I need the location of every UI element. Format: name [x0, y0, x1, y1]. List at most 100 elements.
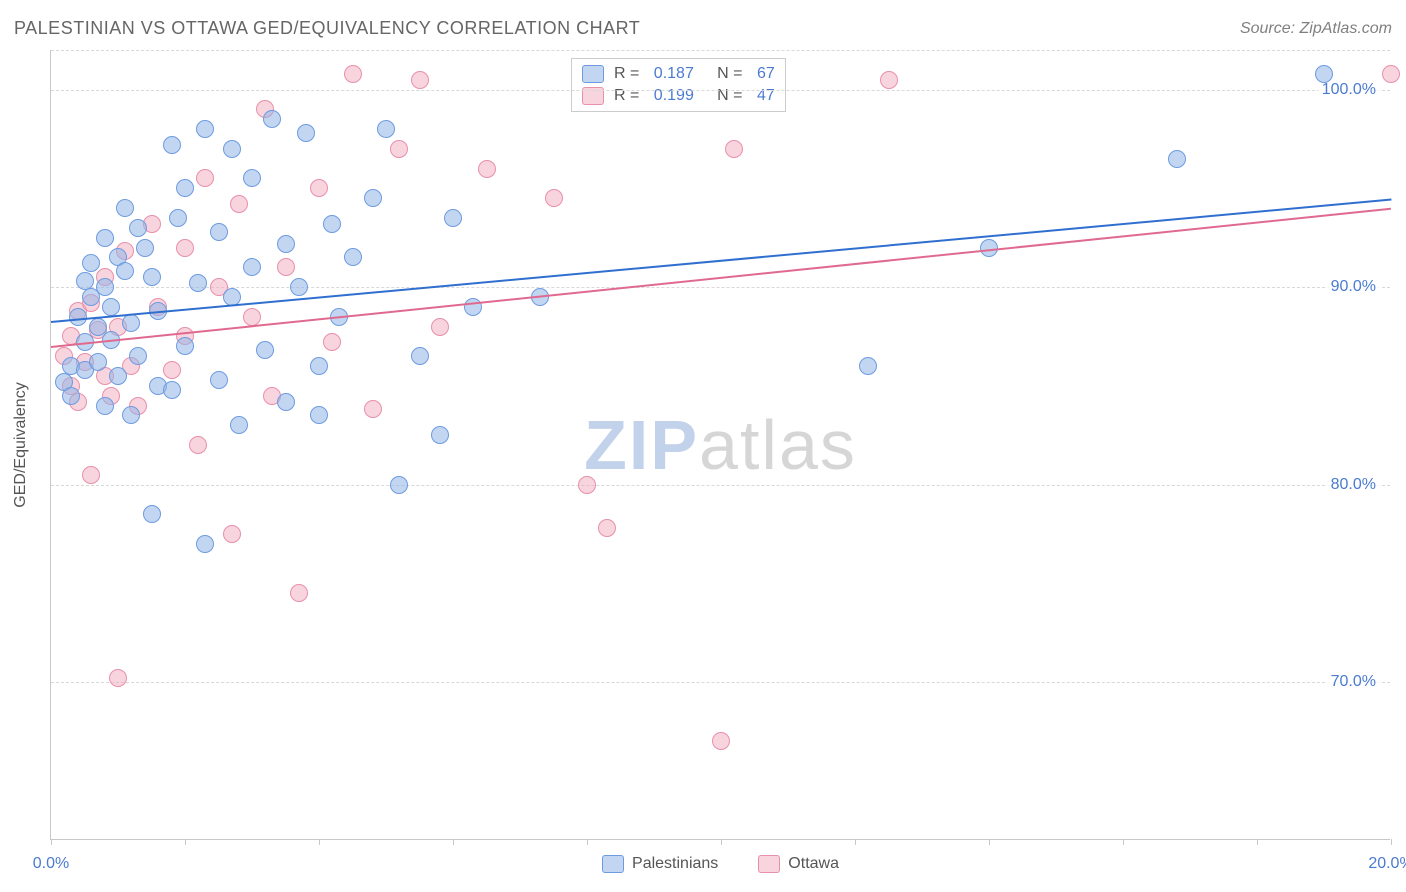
stats-row: R = 0.199 N = 47: [582, 85, 775, 107]
data-point: [243, 169, 261, 187]
data-point: [210, 223, 228, 241]
gridline: [51, 50, 1390, 51]
data-point: [176, 179, 194, 197]
data-point: [96, 229, 114, 247]
data-point: [196, 120, 214, 138]
x-tick: [1123, 839, 1124, 845]
data-point: [102, 298, 120, 316]
x-tick: [721, 839, 722, 845]
data-point: [390, 476, 408, 494]
data-point: [230, 195, 248, 213]
watermark-part-b: atlas: [699, 406, 857, 484]
data-point: [129, 347, 147, 365]
swatch-icon: [602, 855, 624, 873]
x-tick-label: 0.0%: [33, 855, 69, 873]
data-point: [712, 732, 730, 750]
legend-label: Ottawa: [788, 855, 839, 873]
data-point: [69, 308, 87, 326]
data-point: [880, 71, 898, 89]
chart-title: PALESTINIAN VS OTTAWA GED/EQUIVALENCY CO…: [14, 18, 640, 39]
x-tick: [51, 839, 52, 845]
data-point: [444, 209, 462, 227]
x-tick: [587, 839, 588, 845]
data-point: [290, 584, 308, 602]
data-point: [143, 268, 161, 286]
data-point: [109, 367, 127, 385]
x-tick: [1391, 839, 1392, 845]
x-tick: [319, 839, 320, 845]
data-point: [189, 436, 207, 454]
data-point: [89, 353, 107, 371]
data-point: [464, 298, 482, 316]
swatch-icon: [758, 855, 780, 873]
data-point: [364, 189, 382, 207]
data-point: [478, 160, 496, 178]
legend-item: Palestinians: [602, 855, 718, 873]
data-point: [323, 333, 341, 351]
data-point: [122, 406, 140, 424]
data-point: [377, 120, 395, 138]
chart-header: PALESTINIAN VS OTTAWA GED/EQUIVALENCY CO…: [14, 18, 1392, 39]
r-value: 0.187: [654, 65, 694, 83]
stats-legend: R = 0.187 N = 67 R = 0.199 N = 47: [571, 58, 786, 112]
data-point: [62, 387, 80, 405]
data-point: [176, 239, 194, 257]
data-point: [96, 397, 114, 415]
data-point: [96, 278, 114, 296]
data-point: [545, 189, 563, 207]
watermark: ZIPatlas: [584, 405, 857, 485]
watermark-part-a: ZIP: [584, 406, 699, 484]
source-label: Source: ZipAtlas.com: [1240, 20, 1392, 38]
y-axis-label: GED/Equivalency: [12, 382, 30, 507]
gridline: [51, 682, 1390, 683]
data-point: [196, 169, 214, 187]
data-point: [578, 476, 596, 494]
y-tick-label: 100.0%: [1318, 81, 1380, 99]
data-point: [1168, 150, 1186, 168]
trend-line: [51, 208, 1391, 348]
scatter-plot: ZIPatlas R = 0.187 N = 67 R = 0.199 N = …: [50, 50, 1390, 840]
legend-label: Palestinians: [632, 855, 718, 873]
n-prefix: N =: [704, 65, 747, 83]
data-point: [223, 525, 241, 543]
data-point: [364, 400, 382, 418]
data-point: [598, 519, 616, 537]
data-point: [82, 254, 100, 272]
stats-row: R = 0.187 N = 67: [582, 63, 775, 85]
data-point: [310, 179, 328, 197]
data-point: [176, 337, 194, 355]
data-point: [223, 140, 241, 158]
y-tick-label: 70.0%: [1327, 673, 1380, 691]
data-point: [411, 347, 429, 365]
x-tick-label: 20.0%: [1368, 855, 1406, 873]
data-point: [163, 381, 181, 399]
data-point: [344, 65, 362, 83]
gridline: [51, 287, 1390, 288]
data-point: [82, 466, 100, 484]
data-point: [310, 406, 328, 424]
data-point: [277, 393, 295, 411]
data-point: [344, 248, 362, 266]
data-point: [136, 239, 154, 257]
swatch-icon: [582, 65, 604, 83]
x-tick: [1257, 839, 1258, 845]
data-point: [277, 258, 295, 276]
gridline: [51, 90, 1390, 91]
y-tick-label: 80.0%: [1327, 476, 1380, 494]
data-point: [411, 71, 429, 89]
n-value: 67: [757, 65, 775, 83]
data-point: [169, 209, 187, 227]
data-point: [189, 274, 207, 292]
data-point: [431, 426, 449, 444]
data-point: [116, 199, 134, 217]
data-point: [263, 110, 281, 128]
data-point: [297, 124, 315, 142]
data-point: [431, 318, 449, 336]
data-point: [243, 258, 261, 276]
data-point: [310, 357, 328, 375]
data-point: [1315, 65, 1333, 83]
data-point: [196, 535, 214, 553]
data-point: [277, 235, 295, 253]
data-point: [109, 669, 127, 687]
x-tick: [989, 839, 990, 845]
